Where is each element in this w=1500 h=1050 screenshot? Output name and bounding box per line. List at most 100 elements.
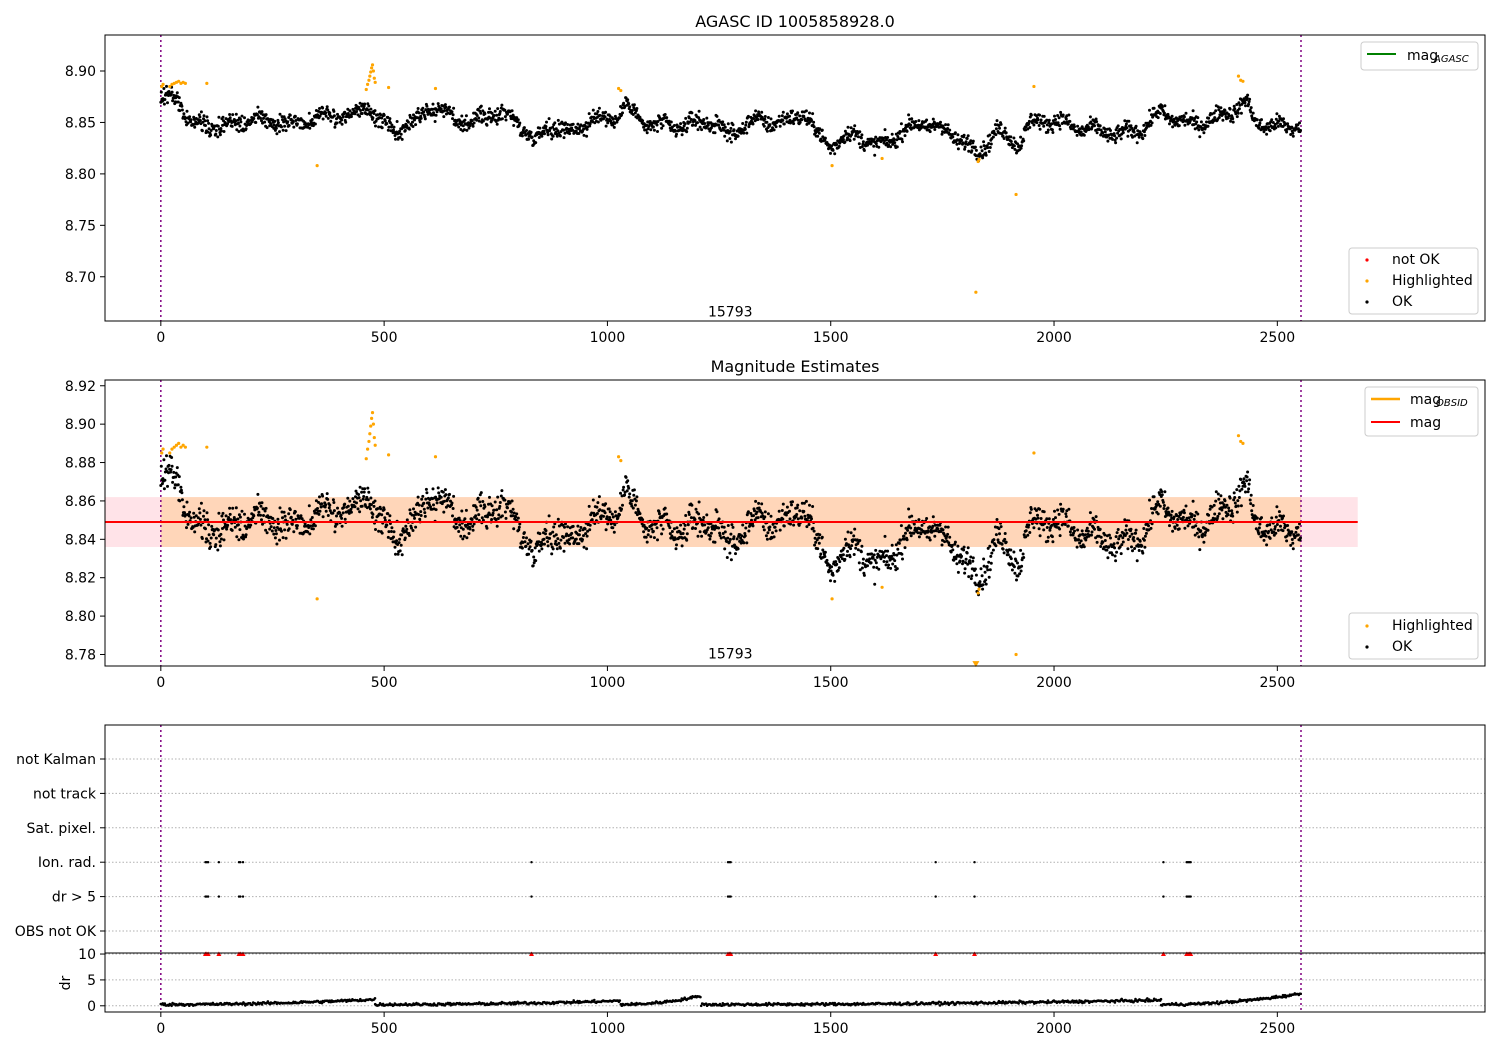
ok-point [1142, 538, 1146, 542]
ok-point [448, 105, 451, 109]
ok-point [1115, 531, 1119, 535]
ok-point [1247, 100, 1251, 104]
highlighted-point [183, 445, 187, 449]
ok-point [534, 559, 538, 563]
ok-point [475, 508, 479, 512]
ok-point [1250, 509, 1254, 513]
ok-point [346, 496, 350, 500]
ok-point [318, 495, 321, 499]
ok-point [321, 515, 325, 519]
ok-point [548, 129, 552, 133]
ok-point [1080, 529, 1084, 533]
ok-point [961, 141, 965, 145]
ok-point [281, 516, 284, 520]
ok-point [681, 532, 685, 535]
ok-point [1020, 564, 1024, 568]
ok-point [983, 147, 987, 151]
ok-point [1038, 127, 1042, 131]
ok-point [761, 525, 765, 529]
ok-point [498, 110, 502, 113]
ok-point [562, 136, 566, 140]
ok-point [1267, 530, 1271, 533]
flag-point [239, 861, 242, 864]
ok-point [1090, 530, 1094, 534]
ok-point [1156, 116, 1160, 120]
ok-point [1089, 120, 1093, 124]
ok-point [956, 544, 960, 548]
ok-point [939, 120, 942, 124]
ok-point [840, 557, 844, 561]
ok-point [388, 514, 392, 518]
ok-point [199, 110, 203, 114]
ok-point [1006, 553, 1010, 557]
ok-point [904, 126, 907, 130]
ok-point [1205, 120, 1208, 124]
ok-point [823, 555, 827, 558]
highlighted-point [370, 63, 375, 67]
ok-point [511, 514, 515, 518]
ok-point [858, 568, 862, 572]
ok-point [1135, 141, 1139, 145]
panel-magnitude-xtick-label: 0 [156, 675, 165, 691]
ok-point [259, 116, 262, 120]
ok-point [777, 114, 781, 118]
ok-point [1198, 548, 1202, 552]
ok-point [697, 512, 701, 516]
ok-point [1156, 500, 1160, 504]
legend-line-label: mag [1407, 48, 1438, 64]
ok-point [645, 131, 649, 135]
ok-point [1128, 535, 1132, 538]
ok-point [525, 129, 528, 132]
ok-point [160, 482, 164, 486]
ok-point [537, 549, 541, 553]
ok-point [1194, 524, 1198, 528]
ok-point [621, 503, 624, 507]
ok-point [1101, 540, 1105, 544]
ok-point [1249, 106, 1253, 110]
ok-point [1265, 132, 1269, 136]
ok-point [792, 523, 796, 527]
ok-point [324, 111, 328, 115]
flag-point [206, 895, 210, 898]
ok-point [965, 551, 969, 555]
ok-point [721, 120, 725, 124]
ok-point [563, 525, 566, 529]
ok-point [606, 522, 610, 526]
ok-point [708, 534, 712, 538]
ok-point [165, 454, 168, 458]
ok-point [673, 129, 677, 133]
ok-point [891, 142, 895, 146]
ok-point [429, 505, 432, 509]
ok-point [238, 117, 242, 121]
ok-point [448, 492, 451, 496]
ok-point [709, 531, 713, 535]
ok-point [778, 124, 782, 128]
ok-point [366, 108, 370, 112]
ok-point [263, 509, 267, 513]
ok-point [884, 136, 887, 139]
ok-point [1147, 524, 1150, 528]
ok-point [969, 577, 973, 581]
ok-point [281, 128, 285, 132]
ok-point [1150, 113, 1153, 117]
ok-point [1285, 534, 1289, 538]
ok-point [460, 114, 464, 118]
ok-point [798, 120, 802, 124]
ok-point [967, 575, 971, 579]
ok-point [1126, 538, 1130, 541]
ok-point [1231, 117, 1235, 121]
ok-point [383, 119, 387, 123]
ok-point [231, 506, 235, 510]
ok-point [746, 510, 750, 514]
ok-point [1045, 517, 1049, 521]
ok-point [341, 115, 345, 119]
ok-point [308, 126, 312, 130]
ok-point [313, 122, 317, 126]
ok-point [461, 124, 465, 128]
ok-point [979, 145, 983, 149]
ok-point [1276, 528, 1280, 532]
ok-point [994, 544, 998, 548]
ok-point [672, 124, 676, 127]
ok-point [518, 522, 522, 526]
ok-point [381, 121, 385, 124]
